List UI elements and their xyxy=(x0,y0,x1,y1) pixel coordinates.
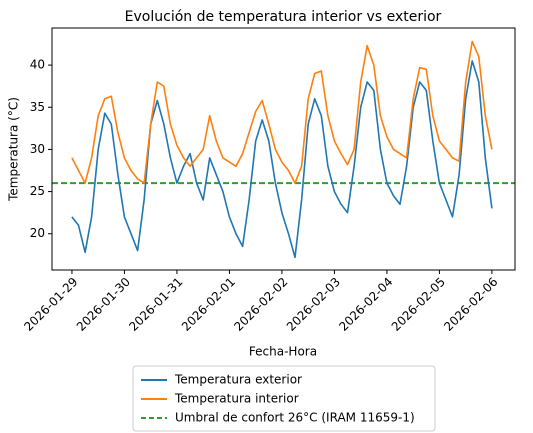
y-axis-label: Temperatura (°C) xyxy=(7,97,21,202)
x-tick-label: 2026-01-29 xyxy=(21,275,80,334)
y-tick-label: 30 xyxy=(30,142,45,156)
x-tick-label: 2026-02-05 xyxy=(389,275,448,334)
y-tick-label: 25 xyxy=(30,184,45,198)
x-tick-label: 2026-02-03 xyxy=(284,275,343,334)
x-axis-label: Fecha-Hora xyxy=(249,345,317,359)
x-tick-label: 2026-02-02 xyxy=(231,275,290,334)
y-tick-label: 35 xyxy=(30,100,45,114)
legend-label: Temperatura interior xyxy=(174,392,299,406)
series-line xyxy=(71,60,493,259)
legend-label: Temperatura exterior xyxy=(174,373,302,387)
x-tick-label: 2026-02-01 xyxy=(179,275,238,334)
x-tick-label: 2026-02-04 xyxy=(336,275,395,334)
legend-label: Umbral de confort 26°C (IRAM 11659-1) xyxy=(175,411,415,425)
plot-frame xyxy=(51,27,516,271)
legend: Temperatura exterior Temperatura interior… xyxy=(132,365,436,432)
y-tick-label: 20 xyxy=(30,226,45,240)
y-tick-label: 40 xyxy=(30,58,45,72)
series-line xyxy=(71,40,493,184)
x-tick-label: 2026-02-06 xyxy=(441,275,500,334)
legend-box xyxy=(132,365,436,432)
x-tick-label: 2026-01-30 xyxy=(74,275,133,334)
chart-title: Evolución de temperatura interior vs ext… xyxy=(125,9,442,25)
x-tick-label: 2026-01-31 xyxy=(126,275,185,334)
